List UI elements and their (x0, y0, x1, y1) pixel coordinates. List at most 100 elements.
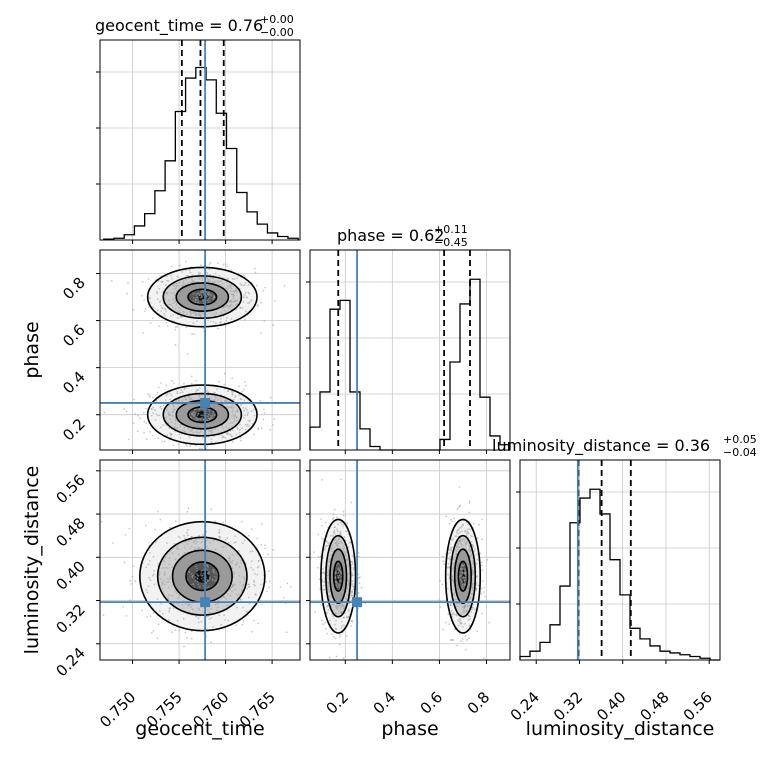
scatter-point (238, 429, 241, 431)
scatter-point (328, 560, 331, 563)
scatter-point (163, 440, 166, 443)
scatter-point (149, 615, 152, 618)
scatter-point (200, 294, 203, 297)
scatter-point (462, 544, 464, 546)
scatter-point (216, 262, 219, 265)
y-tick-label-luminosity_distance: 0.40 (52, 557, 88, 593)
scatter-point (214, 548, 217, 551)
scatter-point (169, 576, 172, 578)
scatter-point (463, 593, 466, 596)
scatter-point (438, 599, 441, 601)
scatter-point (334, 576, 337, 579)
scatter-point (331, 578, 334, 581)
scatter-point (195, 379, 198, 382)
scatter-point (174, 558, 177, 561)
x-tick-label-geocent_time: 0.750 (96, 688, 139, 731)
scatter-point (170, 265, 173, 268)
scatter-point (162, 404, 165, 407)
scatter-point (181, 288, 184, 291)
scatter-point (247, 411, 250, 414)
scatter-point (234, 541, 237, 544)
scatter-point (347, 579, 350, 582)
scatter-point (235, 410, 237, 413)
scatter-point (233, 418, 236, 420)
scatter-point (244, 407, 247, 410)
scatter-point (180, 297, 183, 299)
scatter-point (181, 420, 184, 423)
scatter-point (333, 635, 335, 638)
scatter-point (225, 583, 228, 586)
scatter-point (471, 569, 474, 571)
y-tick-label-phase: 0.8 (59, 274, 89, 304)
scatter-point (344, 612, 346, 614)
scatter-point (225, 410, 227, 413)
scatter-point (239, 423, 242, 426)
scatter-point (186, 352, 189, 355)
scatter-point (183, 421, 186, 423)
scatter-point (226, 604, 228, 607)
scatter-point (198, 277, 201, 280)
scatter-point (225, 319, 228, 322)
scatter-point (185, 387, 188, 389)
scatter-point (344, 598, 347, 600)
scatter-point (190, 412, 193, 415)
scatter-point (205, 271, 208, 274)
scatter-point (178, 309, 181, 312)
truth-marker (352, 597, 363, 608)
scatter-point (173, 542, 176, 545)
scatter-point (159, 610, 161, 613)
scatter-point (201, 416, 203, 419)
scatter-point (468, 598, 471, 601)
scatter-point (218, 529, 221, 531)
scatter-point (212, 415, 214, 417)
title-phase: phase = 0.62 (337, 226, 444, 245)
scatter-point (194, 312, 197, 315)
scatter-point (208, 268, 211, 271)
scatter-point (219, 397, 222, 400)
scatter-point (469, 618, 471, 620)
scatter-point (467, 605, 469, 607)
scatter-point (465, 590, 468, 593)
scatter-point (238, 566, 241, 568)
scatter-point (181, 271, 184, 273)
scatter-point (168, 563, 171, 566)
scatter-point (195, 570, 198, 572)
scatter-point (253, 414, 256, 417)
scatter-point (475, 589, 477, 591)
scatter-point (175, 290, 178, 292)
scatter-point (479, 552, 482, 555)
scatter-point (456, 508, 459, 511)
scatter-point (226, 405, 228, 408)
scatter-point (341, 624, 344, 627)
scatter-point (442, 628, 444, 631)
scatter-point (234, 588, 237, 591)
scatter-point (199, 272, 202, 275)
scatter-point (250, 566, 253, 569)
scatter-point (195, 542, 198, 545)
scatter-point (133, 398, 136, 401)
scatter-point (159, 405, 162, 408)
scatter-point (468, 624, 471, 627)
scatter-point (149, 431, 152, 433)
scatter-point (462, 555, 465, 557)
scatter-point (333, 590, 336, 592)
scatter-point (185, 301, 188, 304)
scatter-point (129, 579, 132, 582)
scatter-point (225, 399, 228, 402)
scatter-point (317, 533, 320, 536)
scatter-point (199, 430, 202, 433)
scatter-point (236, 561, 239, 564)
scatter-point (467, 532, 470, 535)
scatter-point (219, 288, 221, 291)
scatter-point (256, 566, 259, 569)
scatter-point (195, 417, 198, 420)
scatter-point (160, 281, 163, 283)
scatter-point (165, 416, 168, 419)
scatter-point (189, 281, 192, 284)
scatter-point (220, 434, 223, 436)
scatter-point (268, 580, 271, 583)
scatter-point (483, 657, 485, 659)
scatter-point (184, 443, 187, 446)
scatter-point (217, 602, 219, 605)
scatter-point (222, 521, 225, 524)
